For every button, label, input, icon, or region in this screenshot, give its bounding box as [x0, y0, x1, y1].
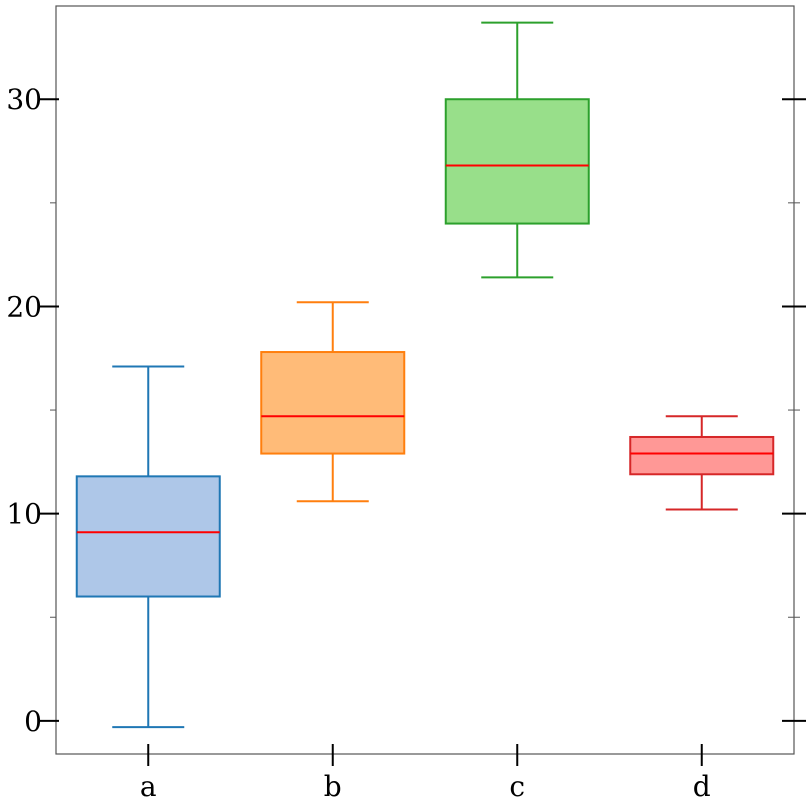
y-tick-label: 30 — [6, 83, 42, 116]
box-b — [260, 351, 406, 455]
y-tick-label: 0 — [24, 705, 42, 738]
x-tick-label-b: b — [324, 770, 342, 803]
x-tick-label-d: d — [693, 770, 711, 803]
x-tick-label-a: a — [140, 770, 157, 803]
box-a — [75, 475, 221, 598]
box-d — [629, 435, 775, 476]
y-tick-label: 20 — [6, 290, 42, 323]
box-c — [444, 98, 590, 225]
plot-frame — [55, 5, 795, 755]
y-tick-label: 10 — [6, 498, 42, 531]
x-tick-label-c: c — [509, 770, 525, 803]
